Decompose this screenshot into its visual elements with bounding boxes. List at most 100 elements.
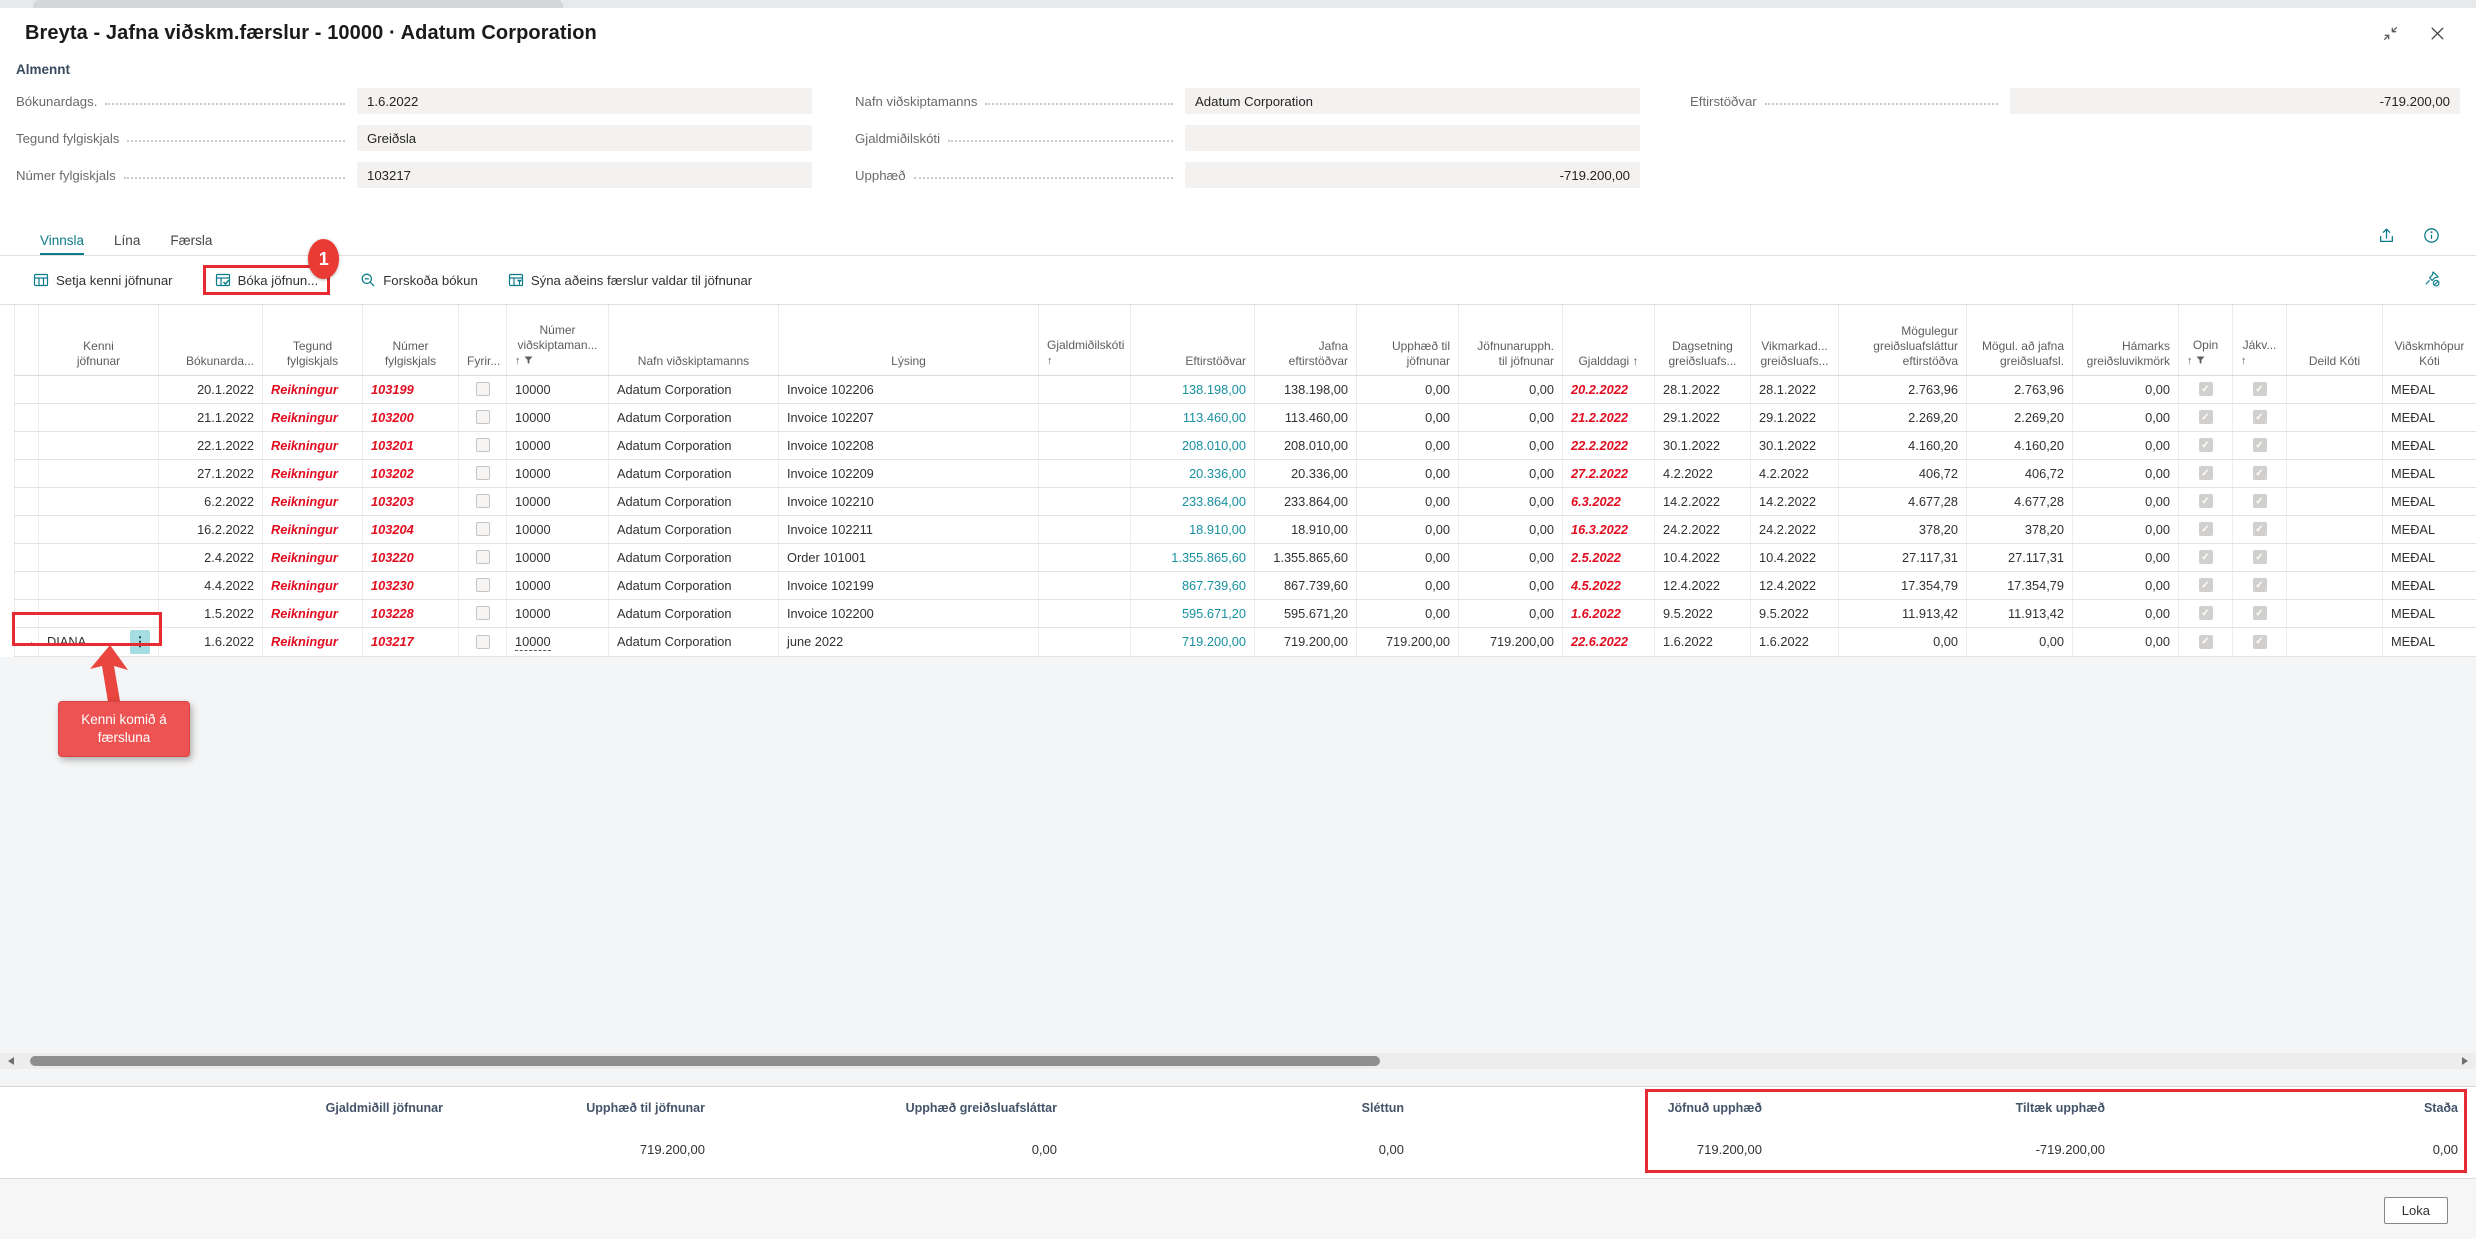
cell-gjm[interactable] (1039, 375, 1131, 403)
checkbox-checked[interactable]: ✓ (2199, 522, 2213, 536)
col-header-upph[interactable]: Upphæð til jöfnunar (1357, 305, 1459, 375)
checkbox-unchecked[interactable] (476, 438, 490, 452)
cell-num[interactable]: 103199 (363, 375, 459, 403)
col-header-num[interactable]: Númer fylgiskjals (363, 305, 459, 375)
cell-opin[interactable]: ✓ (2179, 515, 2233, 543)
cell-teg[interactable]: Reikningur (263, 599, 363, 627)
scroll-right-icon[interactable] (2462, 1057, 2468, 1065)
field-value[interactable]: -719.200,00 (1185, 162, 1640, 188)
cell-value[interactable]: 867.739,60 (1182, 578, 1246, 593)
cell-cust[interactable]: 10000 (507, 571, 609, 599)
cell-kenni[interactable] (39, 375, 159, 403)
cell-teg[interactable]: Reikningur (263, 571, 363, 599)
share-icon[interactable] (2378, 227, 2395, 249)
checkbox-checked[interactable]: ✓ (2253, 438, 2267, 452)
checkbox-unchecked[interactable] (476, 410, 490, 424)
col-header-vikm[interactable]: Vikmarkad... greiðsluafs... (1751, 305, 1839, 375)
checkbox-checked[interactable]: ✓ (2253, 522, 2267, 536)
cell-upph[interactable]: 0,00 (1357, 515, 1459, 543)
cell-mogj[interactable]: 378,20 (1967, 515, 2073, 543)
checkbox-checked[interactable]: ✓ (2253, 494, 2267, 508)
cell-jofn[interactable]: 0,00 (1459, 543, 1563, 571)
cell-gjald[interactable]: 4.5.2022 (1563, 571, 1655, 599)
cell-jofn[interactable]: 0,00 (1459, 599, 1563, 627)
cell-jofn[interactable]: 0,00 (1459, 459, 1563, 487)
col-header-jofn[interactable]: Jöfnunarupph. til jöfnunar (1459, 305, 1563, 375)
checkbox-unchecked[interactable] (476, 635, 490, 649)
cell-vids[interactable]: MEÐAL (2383, 515, 2476, 543)
col-header-mogj[interactable]: Mögul. að jafna greiðsluafsl. (1967, 305, 2073, 375)
cell-gjm[interactable] (1039, 599, 1131, 627)
horizontal-scrollbar[interactable] (0, 1053, 2476, 1069)
cell-fyr[interactable] (459, 431, 507, 459)
checkbox-checked[interactable]: ✓ (2199, 635, 2213, 649)
cell-gjm[interactable] (1039, 459, 1131, 487)
cell-deild[interactable] (2287, 403, 2383, 431)
cell-lys[interactable]: Invoice 102211 (779, 515, 1039, 543)
cell-lys[interactable]: Invoice 102210 (779, 487, 1039, 515)
cell-gjald[interactable]: 22.2.2022 (1563, 431, 1655, 459)
cell-num[interactable]: 103228 (363, 599, 459, 627)
col-header-cust[interactable]: Númer viðskiptaman...↑ (507, 305, 609, 375)
cell-mogj[interactable]: 2.269,20 (1967, 403, 2073, 431)
row-selector[interactable] (15, 375, 39, 403)
cell-mog[interactable]: 378,20 (1839, 515, 1967, 543)
cell-deild[interactable] (2287, 515, 2383, 543)
cell-bok[interactable]: 16.2.2022 (159, 515, 263, 543)
cell-mogj[interactable]: 2.763,96 (1967, 375, 2073, 403)
cell-ham[interactable]: 0,00 (2073, 543, 2179, 571)
cell-upph[interactable]: 0,00 (1357, 375, 1459, 403)
cell-kenni[interactable] (39, 459, 159, 487)
cell-upph[interactable]: 0,00 (1357, 459, 1459, 487)
cell-vikm[interactable]: 14.2.2022 (1751, 487, 1839, 515)
cell-kenni[interactable] (39, 515, 159, 543)
col-header-fyr[interactable]: Fyrir... (459, 305, 507, 375)
cell-value[interactable]: 113.460,00 (1183, 410, 1246, 425)
cell-opin[interactable]: ✓ (2179, 571, 2233, 599)
cell-lys[interactable]: Invoice 102200 (779, 599, 1039, 627)
cell-opin[interactable]: ✓ (2179, 487, 2233, 515)
cell-vids[interactable]: MEÐAL (2383, 599, 2476, 627)
cell-jofn[interactable]: 0,00 (1459, 431, 1563, 459)
cell-value[interactable]: 595.671,20 (1182, 606, 1246, 621)
cell-vikm[interactable]: 29.1.2022 (1751, 403, 1839, 431)
cell-fyr[interactable] (459, 487, 507, 515)
checkbox-checked[interactable]: ✓ (2253, 606, 2267, 620)
col-header-lys[interactable]: Lýsing (779, 305, 1039, 375)
cell-gjald[interactable]: 16.3.2022 (1563, 515, 1655, 543)
cell-gjald[interactable]: 6.3.2022 (1563, 487, 1655, 515)
row-selector[interactable] (15, 515, 39, 543)
cell-eft[interactable]: 18.910,00 (1131, 515, 1255, 543)
cell-fyr[interactable] (459, 571, 507, 599)
cell-jofn[interactable]: 0,00 (1459, 375, 1563, 403)
cell-jafna[interactable]: 138.198,00 (1255, 375, 1357, 403)
cell-deild[interactable] (2287, 459, 2383, 487)
cell-jofn[interactable]: 0,00 (1459, 571, 1563, 599)
field-value[interactable]: -719.200,00 (2010, 88, 2460, 114)
col-header-gjald[interactable]: Gjalddagi ↑ (1563, 305, 1655, 375)
field-value[interactable]: 1.6.2022 (357, 88, 812, 114)
cell-upph[interactable]: 0,00 (1357, 431, 1459, 459)
cell-vids[interactable]: MEÐAL (2383, 571, 2476, 599)
cell-gjald[interactable]: 1.6.2022 (1563, 599, 1655, 627)
cell-vikm[interactable]: 24.2.2022 (1751, 515, 1839, 543)
cell-dags[interactable]: 29.1.2022 (1655, 403, 1751, 431)
cell-jakv[interactable]: ✓ (2233, 543, 2287, 571)
cell-nafn[interactable]: Adatum Corporation (609, 543, 779, 571)
cell-jakv[interactable]: ✓ (2233, 627, 2287, 656)
cell-vids[interactable]: MEÐAL (2383, 627, 2476, 656)
checkbox-unchecked[interactable] (476, 382, 490, 396)
cell-gjald[interactable]: 2.5.2022 (1563, 543, 1655, 571)
col-header-bok[interactable]: Bókunarda... (159, 305, 263, 375)
cell-opin[interactable]: ✓ (2179, 431, 2233, 459)
cell-kenni[interactable] (39, 403, 159, 431)
cell-eft[interactable]: 595.671,20 (1131, 599, 1255, 627)
cell-jafna[interactable]: 208.010,00 (1255, 431, 1357, 459)
checkbox-unchecked[interactable] (476, 494, 490, 508)
cell-vids[interactable]: MEÐAL (2383, 403, 2476, 431)
cell-deild[interactable] (2287, 487, 2383, 515)
cell-vikm[interactable]: 12.4.2022 (1751, 571, 1839, 599)
cell-gjald[interactable]: 20.2.2022 (1563, 375, 1655, 403)
cell-jakv[interactable]: ✓ (2233, 599, 2287, 627)
row-selector[interactable] (15, 431, 39, 459)
